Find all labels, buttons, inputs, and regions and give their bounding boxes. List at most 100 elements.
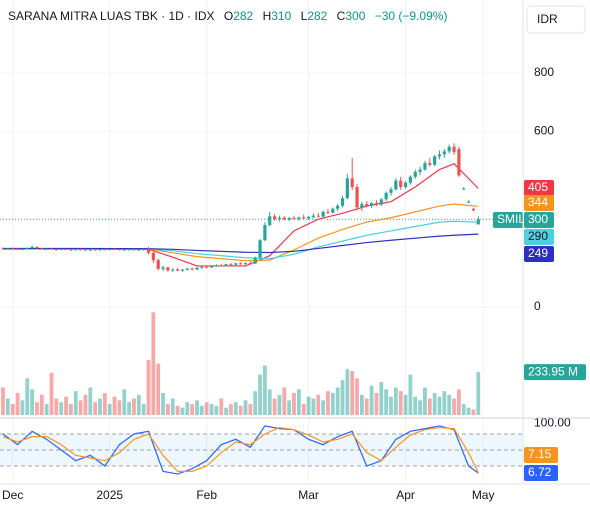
candle-body [219,265,223,267]
candle-body [185,268,189,270]
volume-bar [277,394,282,415]
volume-bar [350,371,355,415]
volume-bar [122,389,127,415]
volume-bar [73,391,78,415]
candle-body [437,154,442,157]
volume-bar [5,398,10,415]
volume-bar [267,389,272,415]
volume-bar [248,404,253,415]
volume-bar [93,402,98,415]
volume-bar [393,387,398,415]
volume-bar [88,387,93,415]
volume-bar [457,389,461,415]
candle-body [253,257,257,264]
volume-bar [69,404,73,415]
volume-value-label: 233.95 M [528,364,578,378]
candle-body [132,249,136,251]
volume-bar [20,400,25,415]
candle-body [340,198,345,206]
candle-body [360,203,364,208]
candle-body [93,249,97,251]
moving-average-line [2,203,479,262]
candle-body [350,178,354,188]
volume-bar [311,398,316,415]
candle-body [11,248,15,250]
candle-body [394,180,398,190]
candle-body [248,263,252,265]
ma-value-label: 290 [528,229,548,243]
volume-bar [146,360,151,415]
candle-body [408,176,412,183]
volume-bar [107,404,112,415]
candle-body [214,265,218,267]
volume-bar [355,378,359,415]
volume-bar [398,391,403,415]
volume-bar [209,404,214,415]
volume-bar [437,396,442,415]
candle-body [161,267,165,269]
volume-bar [64,396,68,415]
candle-body [302,217,306,219]
volume-bar [39,394,44,415]
candle-body [374,203,379,205]
volume-bar [369,385,374,415]
candle-body [447,146,451,152]
volume-bar [379,382,384,415]
candle-body [418,169,422,172]
candle-body [59,249,63,250]
candle-body [190,268,194,270]
volume-bar [466,407,471,415]
candle-body [64,249,68,250]
candle-body [370,203,374,206]
candle-body [282,217,286,220]
candle-body [15,248,20,250]
candle-body [176,269,180,271]
candle-body [1,248,5,250]
x-tick-label: Dec [2,488,23,502]
currency-button[interactable] [526,5,586,34]
volume-bar [292,393,296,415]
candle-body [98,249,102,251]
stochastic-line [2,426,479,474]
candle-body [122,249,126,251]
currency-label[interactable]: IDR [537,12,558,26]
volume-bar [340,380,345,415]
candle-body [316,215,320,217]
volume-bar [335,387,340,415]
candle-body [258,240,262,258]
volume-bar [214,405,219,415]
candle-body [321,211,325,217]
stochastic-value-label: 7.15 [528,447,552,461]
stochastic-value-label-box [524,447,558,463]
volume-bar [98,398,102,415]
volume-bar [360,394,364,415]
candle-body [273,216,277,220]
volume-bar [374,393,379,415]
x-tick-label: Feb [196,488,217,502]
y-tick-label: 600 [534,124,554,138]
candle-body [399,180,403,188]
candle-body [428,163,432,165]
close-value: 300 [345,9,365,23]
ma-value-label: 344 [528,195,548,209]
candle-body [83,249,88,251]
y-tick-label: 800 [534,65,554,79]
candle-body [30,246,34,249]
volume-bar [10,404,15,415]
candle-body [112,249,117,250]
symbol-label-box [493,212,523,228]
volume-bar [195,400,199,415]
candle-body [462,188,466,190]
ma-value-label-box [524,180,554,196]
candle-body [471,208,476,211]
candle-body [442,151,446,155]
candle-body [452,146,456,152]
candle-body [45,248,49,250]
volume-bar [59,402,64,415]
ma-value-label: 405 [528,180,548,194]
candle-body [137,249,141,251]
volume-bar [1,387,5,415]
volume-bar [185,402,190,415]
candle-body [292,218,296,220]
